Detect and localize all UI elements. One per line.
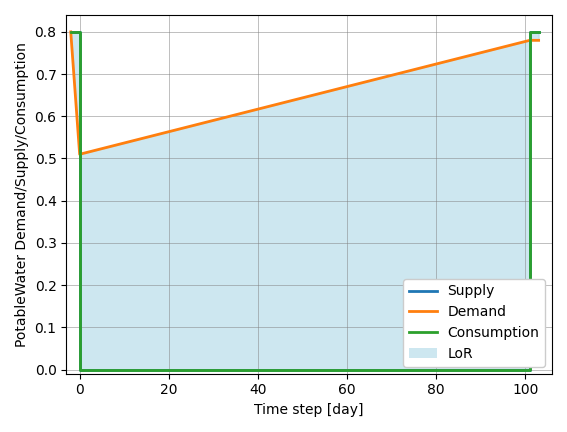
Line: Supply: Supply — [71, 32, 539, 369]
Supply — [535, 29, 542, 35]
Consumption — [67, 29, 74, 35]
Supply — [76, 29, 83, 35]
X-axis label: Time step [day]: Time step [day] — [255, 403, 364, 417]
Consumption — [526, 367, 533, 372]
Line: Demand: Demand — [71, 32, 539, 154]
Supply — [526, 29, 533, 35]
Demand — [526, 38, 533, 43]
Y-axis label: PotableWater Demand/Supply/Consumption: PotableWater Demand/Supply/Consumption — [15, 42, 29, 347]
Consumption — [535, 29, 542, 35]
Demand — [76, 152, 83, 157]
Supply — [526, 367, 533, 372]
Supply — [76, 367, 83, 372]
Consumption — [526, 29, 533, 35]
Supply — [67, 29, 74, 35]
Demand — [535, 38, 542, 43]
Consumption — [76, 367, 83, 372]
Consumption — [76, 29, 83, 35]
Demand — [67, 29, 74, 35]
Legend: Supply, Demand, Consumption, LoR: Supply, Demand, Consumption, LoR — [403, 279, 545, 367]
Line: Consumption: Consumption — [71, 32, 539, 369]
